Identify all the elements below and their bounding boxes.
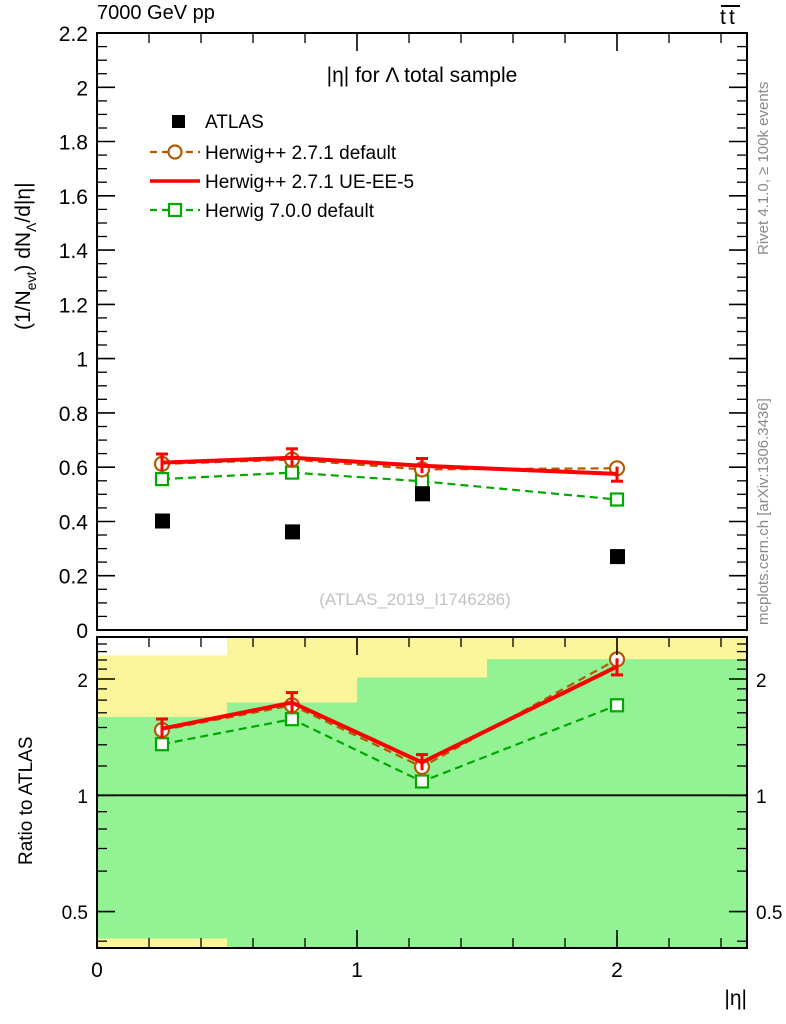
svg-text:2: 2 xyxy=(756,671,767,692)
data-marker-square-filled xyxy=(415,486,430,502)
analysis-watermark: (ATLAS_2019_I1746286) xyxy=(319,590,511,609)
data-marker-square-open xyxy=(154,472,170,487)
svg-text:t: t xyxy=(729,6,735,29)
ratio-bands xyxy=(98,638,746,947)
error-bars-ueee5-ratio xyxy=(156,658,623,771)
svg-text:1: 1 xyxy=(351,959,363,982)
main-y-axis-label: (1/Nevt) dNΛ/d|η| xyxy=(12,182,39,330)
band-inner xyxy=(227,702,357,947)
svg-text:2: 2 xyxy=(76,77,88,100)
main-y-tick-labels: 0 0.2 0.4 0.6 0.8 1 1.2 1.4 1.6 1.8 2 2.… xyxy=(59,23,89,643)
data-marker-square-open xyxy=(609,698,625,713)
main-y-ticks-right xyxy=(729,32,747,631)
herwigpp-default-ratio-line xyxy=(161,658,618,769)
data-marker-square-filled xyxy=(155,513,170,529)
legend-label: Herwig 7.0.0 default xyxy=(205,201,375,222)
ratio-y-tick-labels: 0.5 1 2 0.5 1 2 xyxy=(62,671,783,924)
svg-text:2: 2 xyxy=(77,671,88,692)
svg-text:0: 0 xyxy=(76,620,88,643)
svg-text:0.5: 0.5 xyxy=(756,903,782,924)
band-inner xyxy=(98,717,227,939)
ratio-plot-frame xyxy=(96,636,748,949)
legend-marker-circle xyxy=(167,144,183,160)
svg-text:(1/Nevt) dNΛ/d|η|: (1/Nevt) dNΛ/d|η| xyxy=(12,182,39,330)
series-herwig7-default-main xyxy=(154,465,625,507)
series-atlas-main xyxy=(155,486,625,565)
svg-text:1: 1 xyxy=(756,787,767,808)
ratio-y-axis-label: Ratio to ATLAS xyxy=(16,737,37,866)
herwig7-line xyxy=(161,471,618,501)
data-marker-square-open xyxy=(609,492,625,507)
series-herwig7-default-ratio xyxy=(154,698,625,789)
svg-text:1.2: 1.2 xyxy=(59,294,88,317)
main-x-minor-ticks-top xyxy=(148,33,722,43)
data-marker-square-open xyxy=(154,737,170,752)
herwig7-ratio-line xyxy=(161,704,618,783)
herwigpp-ueee5-ratio-line xyxy=(161,664,618,765)
svg-text:1: 1 xyxy=(77,787,88,808)
header-right-process: t t xyxy=(712,0,752,30)
ratio-y-minor-ticks-right xyxy=(737,643,747,942)
legend-label: Herwig++ 2.7.1 default xyxy=(205,143,397,164)
svg-text:0: 0 xyxy=(91,959,103,982)
legend-marker-square-open xyxy=(167,202,183,218)
legend-item-herwigpp-default[interactable]: Herwig++ 2.7.1 default xyxy=(150,143,397,164)
series-herwigpp-ueee5-ratio xyxy=(156,658,623,771)
legend-marker-square-filled xyxy=(172,115,185,128)
header-left: 7000 GeV pp xyxy=(97,2,215,24)
svg-text:Rivet 4.1.0, ≥ 100k events: Rivet 4.1.0, ≥ 100k events xyxy=(755,82,772,255)
main-x-ticks-top xyxy=(96,33,618,51)
x-axis-label: |η| xyxy=(724,987,747,1010)
legend-item-herwigpp-ueee5[interactable]: Herwig++ 2.7.1 UE-EE-5 xyxy=(150,172,414,193)
svg-text:2: 2 xyxy=(611,959,623,982)
ratio-y-minor-ticks xyxy=(97,643,107,942)
svg-text:1: 1 xyxy=(76,349,88,372)
svg-text:2.2: 2.2 xyxy=(59,23,88,46)
svg-text:1.8: 1.8 xyxy=(59,132,88,155)
data-marker-square-open xyxy=(414,774,430,789)
svg-text:Ratio to ATLAS: Ratio to ATLAS xyxy=(16,737,37,866)
main-y-minor-ticks xyxy=(97,45,107,618)
svg-text:0.6: 0.6 xyxy=(59,457,88,480)
svg-text:1.6: 1.6 xyxy=(59,186,88,209)
data-marker-square-filled xyxy=(285,524,300,540)
main-y-minor-ticks-right xyxy=(737,45,747,618)
plot-title: |η| for Λ total sample xyxy=(327,64,518,87)
ratio-x-ticks-top xyxy=(96,637,618,655)
data-marker-square-open xyxy=(284,712,300,727)
series-herwigpp-ueee5-main xyxy=(156,447,623,483)
main-plot-frame xyxy=(96,32,748,631)
error-bars-ueee5 xyxy=(156,447,623,483)
sidebar-mcplots-link: mcplots.cern.ch [arXiv:1306.3436] xyxy=(755,398,772,625)
ratio-y-ticks xyxy=(97,678,115,913)
svg-text:0.2: 0.2 xyxy=(59,566,88,589)
data-marker-square-filled xyxy=(610,549,625,565)
ratio-y-ticks-right xyxy=(729,678,747,913)
legend-item-atlas[interactable]: ATLAS xyxy=(172,112,264,133)
legend-label: ATLAS xyxy=(205,112,264,133)
herwigpp-ueee5-line xyxy=(161,455,618,476)
svg-text:0.5: 0.5 xyxy=(62,903,88,924)
sidebar-rivet-version: Rivet 4.1.0, ≥ 100k events xyxy=(755,82,772,255)
ratio-x-ticks-bottom xyxy=(96,930,618,948)
svg-text:t: t xyxy=(720,6,726,29)
main-y-ticks xyxy=(97,32,115,631)
svg-text:0.8: 0.8 xyxy=(59,403,88,426)
svg-text:0.4: 0.4 xyxy=(59,512,89,535)
band-inner xyxy=(357,677,487,947)
x-tick-labels: 0 1 2 xyxy=(91,959,623,982)
legend-item-herwig7-default[interactable]: Herwig 7.0.0 default xyxy=(150,201,375,222)
ratio-x-minor-ticks-bottom xyxy=(148,938,722,948)
svg-text:mcplots.cern.ch [arXiv:1306.34: mcplots.cern.ch [arXiv:1306.3436] xyxy=(755,398,772,625)
legend-label: Herwig++ 2.7.1 UE-EE-5 xyxy=(205,172,414,193)
legend: ATLAS Herwig++ 2.7.1 default Herwig++ 2.… xyxy=(150,112,414,222)
ratio-x-minor-ticks-top xyxy=(148,637,722,647)
svg-text:1.4: 1.4 xyxy=(59,240,89,263)
data-marker-square-open xyxy=(284,465,300,480)
